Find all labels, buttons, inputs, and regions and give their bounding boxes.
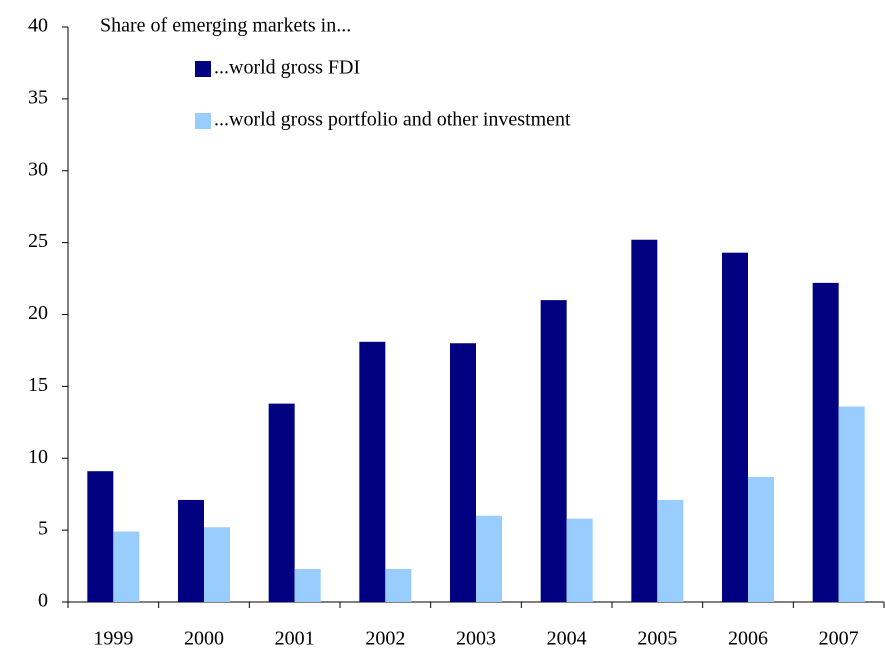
x-tick-label: 2007 — [819, 628, 859, 650]
bar — [113, 531, 140, 602]
bar — [450, 343, 476, 602]
bar — [722, 252, 748, 602]
x-tick-label: 2005 — [637, 628, 677, 650]
y-tick-label: 0 — [38, 590, 48, 612]
bar — [268, 403, 295, 602]
bar — [359, 341, 386, 602]
y-tick-label: 25 — [28, 230, 48, 252]
x-tick-label: 2002 — [365, 628, 405, 650]
bar — [204, 527, 230, 602]
bar — [566, 518, 593, 602]
legend-swatch — [195, 113, 211, 129]
bar — [178, 499, 204, 602]
y-tick-label: 35 — [28, 86, 48, 108]
x-tick-label: 2001 — [275, 628, 315, 650]
x-tick-label: 1999 — [93, 628, 133, 650]
bar — [748, 476, 774, 602]
x-tick-label: 2004 — [547, 628, 587, 650]
x-tick-label: 2000 — [184, 628, 224, 650]
y-tick-label: 15 — [28, 374, 48, 396]
bar — [476, 515, 502, 602]
bar — [657, 499, 684, 602]
bar — [812, 282, 839, 602]
y-tick-label: 30 — [28, 158, 48, 180]
bar — [385, 568, 412, 602]
bar — [87, 471, 114, 602]
x-tick-label: 2003 — [456, 628, 496, 650]
legend-label: ...world gross portfolio and other inves… — [214, 109, 571, 131]
bar — [631, 239, 658, 602]
bar — [540, 300, 567, 602]
bar — [838, 406, 865, 602]
y-tick-label: 40 — [28, 15, 48, 37]
chart-title: Share of emerging markets in... — [100, 15, 351, 37]
y-tick-label: 20 — [28, 302, 48, 324]
x-tick-label: 2006 — [728, 628, 768, 650]
legend-label: ...world gross FDI — [214, 57, 360, 79]
bar — [294, 568, 321, 602]
legend-swatch — [195, 61, 211, 77]
y-tick-label: 5 — [38, 518, 48, 540]
y-tick-label: 10 — [28, 446, 48, 468]
